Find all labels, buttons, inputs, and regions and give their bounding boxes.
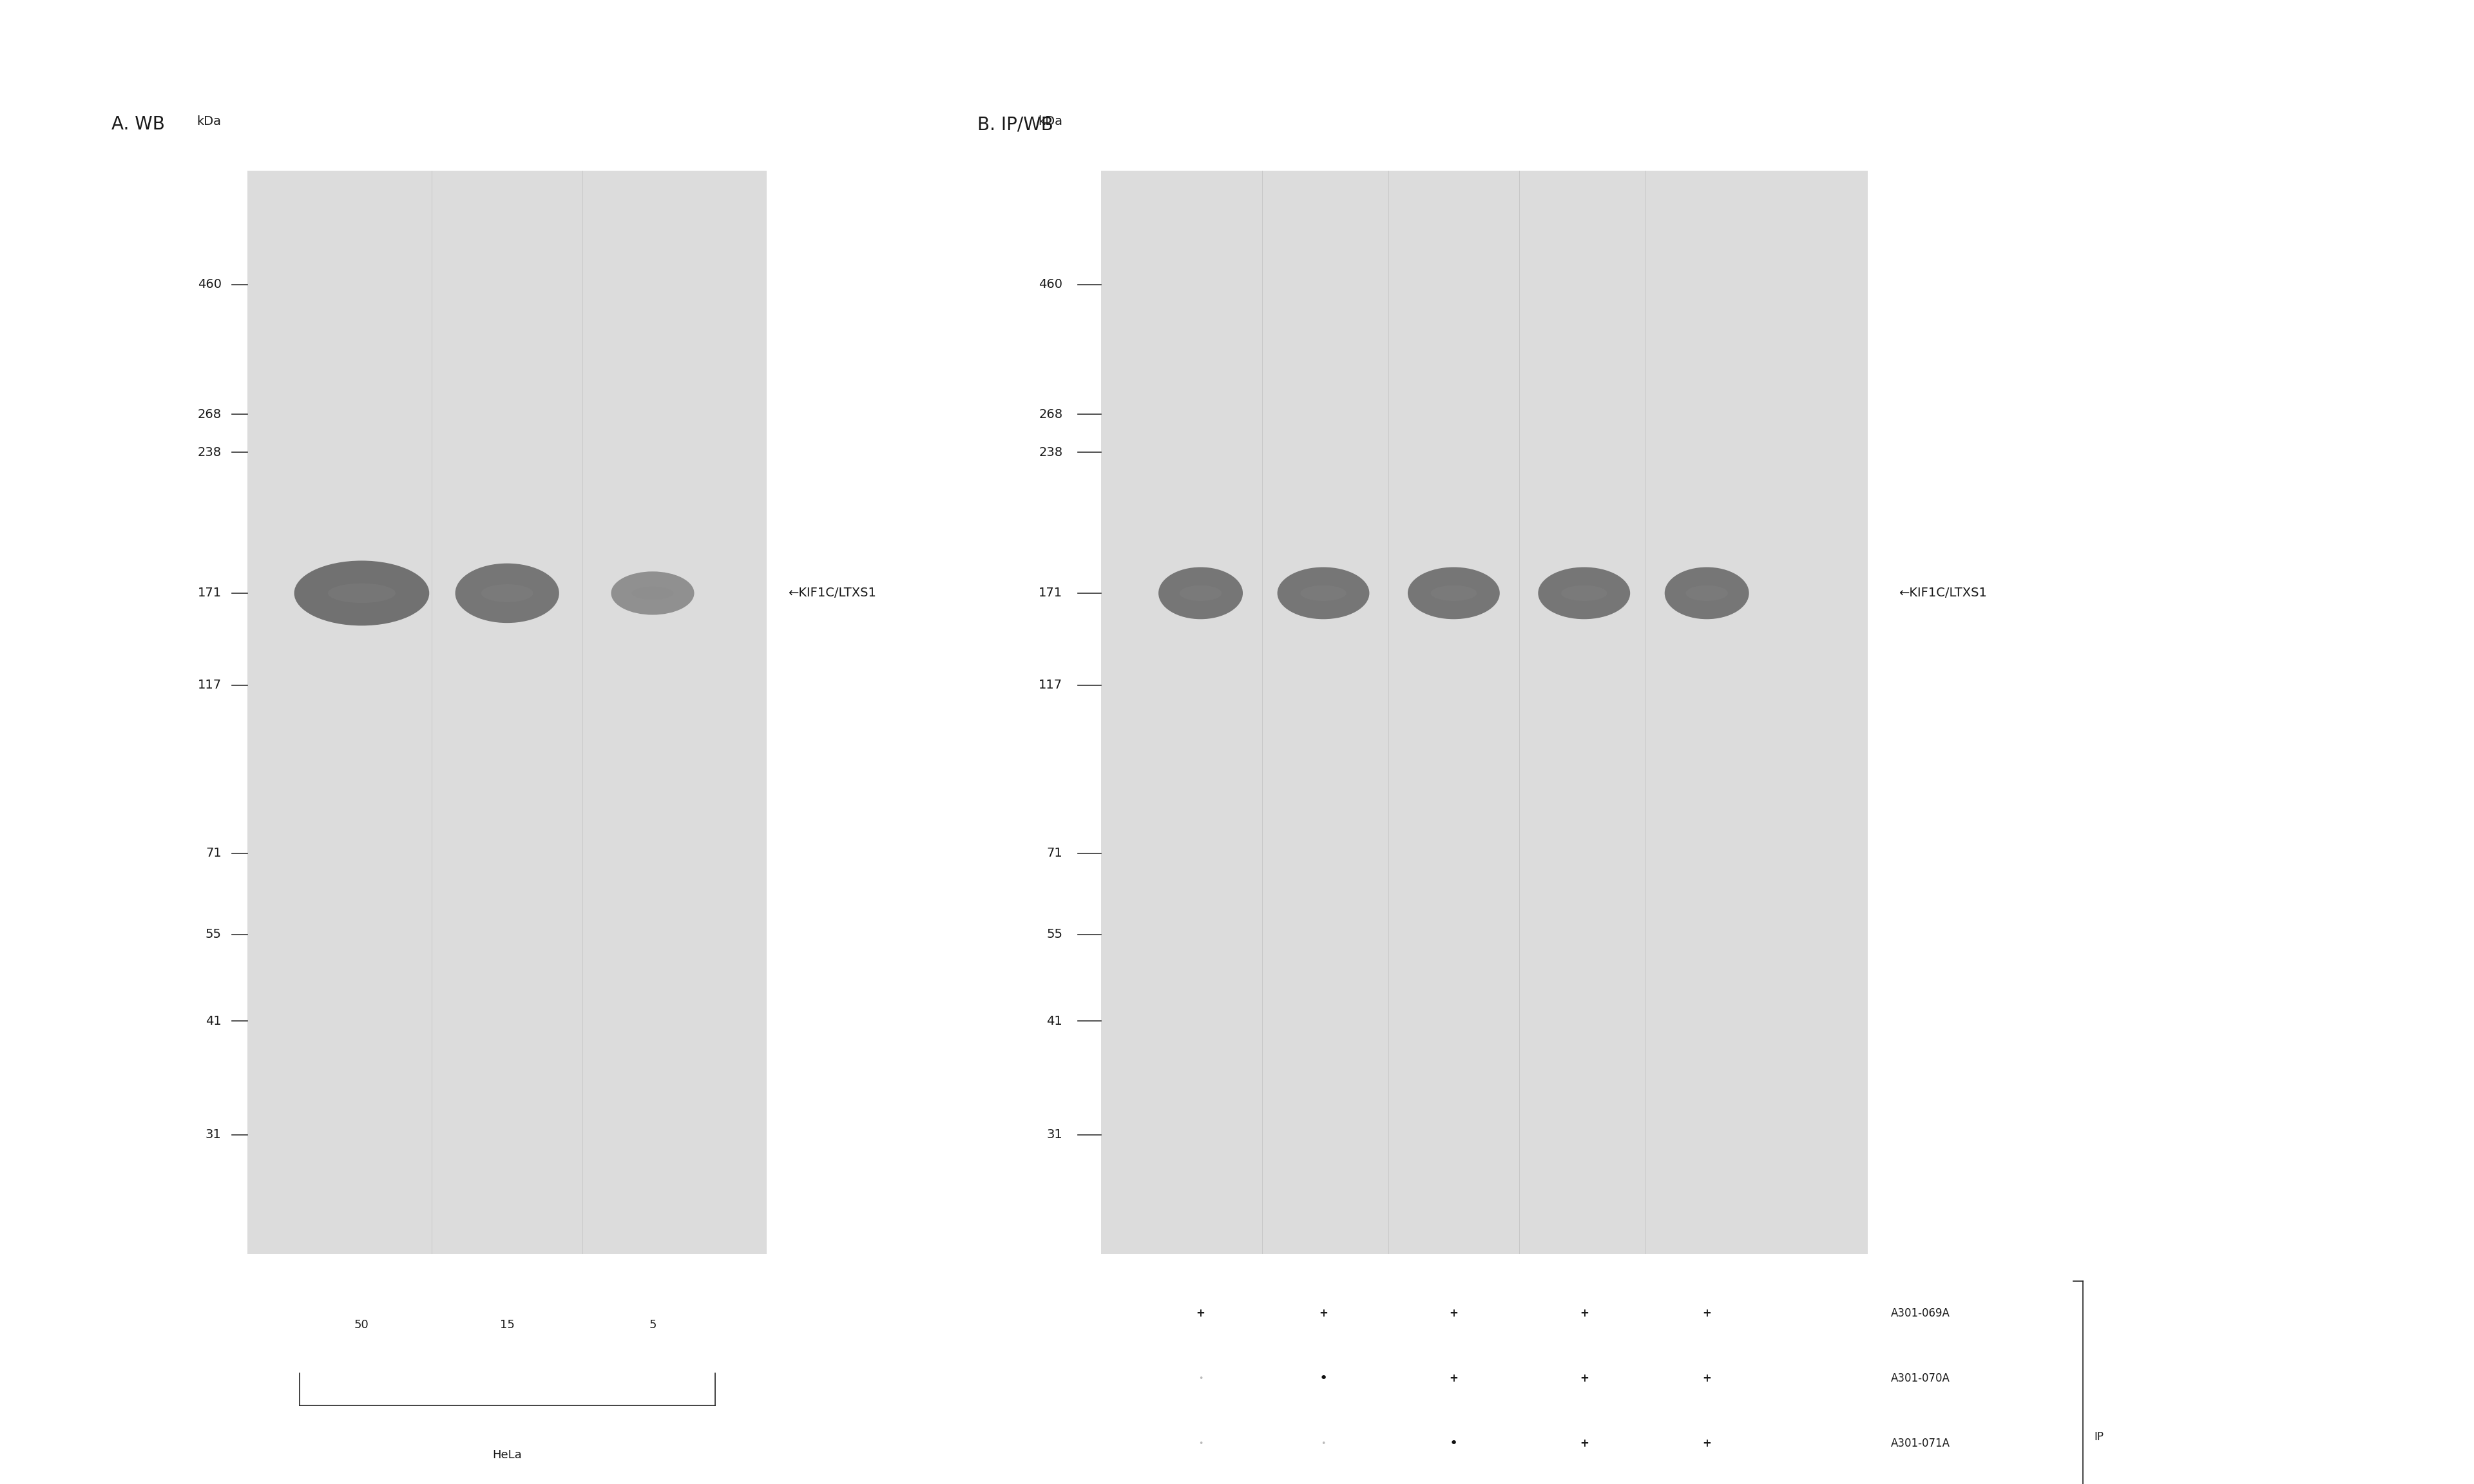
Text: •: • [1321, 1439, 1326, 1448]
Text: 41: 41 [205, 1015, 223, 1027]
Ellipse shape [1430, 585, 1477, 601]
Text: 268: 268 [198, 408, 223, 420]
Text: +: + [1702, 1373, 1712, 1385]
Text: 117: 117 [1039, 680, 1064, 692]
Text: +: + [1450, 1307, 1457, 1319]
Ellipse shape [1665, 567, 1749, 619]
Text: ←KIF1C/LTXS1: ←KIF1C/LTXS1 [1898, 588, 1987, 600]
Ellipse shape [1158, 567, 1242, 619]
Text: A301-069A: A301-069A [1890, 1307, 1950, 1319]
Text: kDa: kDa [198, 116, 223, 128]
Text: +: + [1450, 1373, 1457, 1385]
Ellipse shape [1561, 585, 1608, 601]
Text: 460: 460 [1039, 279, 1064, 291]
Text: 31: 31 [1047, 1129, 1064, 1141]
Text: •: • [1450, 1437, 1457, 1450]
Text: 71: 71 [1047, 847, 1064, 859]
Text: 171: 171 [198, 588, 223, 600]
Ellipse shape [455, 564, 559, 623]
Text: 238: 238 [198, 447, 223, 459]
Text: B. IP/WB: B. IP/WB [977, 116, 1054, 134]
Ellipse shape [1301, 585, 1346, 601]
Text: 5: 5 [648, 1319, 656, 1331]
Text: A301-071A: A301-071A [1890, 1438, 1950, 1450]
Ellipse shape [480, 585, 534, 603]
Text: +: + [1702, 1438, 1712, 1450]
Text: 55: 55 [205, 929, 223, 941]
Text: A301-070A: A301-070A [1890, 1373, 1950, 1385]
Text: 171: 171 [1039, 588, 1064, 600]
Text: +: + [1578, 1373, 1588, 1385]
Text: 50: 50 [354, 1319, 369, 1331]
Text: +: + [1319, 1307, 1329, 1319]
Text: 117: 117 [198, 680, 223, 692]
Text: 55: 55 [1047, 929, 1064, 941]
Ellipse shape [1685, 585, 1727, 601]
Text: •: • [1319, 1373, 1329, 1385]
Ellipse shape [329, 583, 396, 603]
Text: •: • [1197, 1374, 1202, 1383]
Text: kDa: kDa [1039, 116, 1064, 128]
Text: •: • [1197, 1439, 1202, 1448]
Text: 31: 31 [205, 1129, 223, 1141]
Ellipse shape [1539, 567, 1630, 619]
Text: +: + [1578, 1307, 1588, 1319]
Text: 15: 15 [500, 1319, 515, 1331]
Ellipse shape [1408, 567, 1499, 619]
Text: 460: 460 [198, 279, 223, 291]
Text: 238: 238 [1039, 447, 1064, 459]
Text: A. WB: A. WB [111, 116, 166, 134]
Text: ←KIF1C/LTXS1: ←KIF1C/LTXS1 [787, 588, 876, 600]
Text: 41: 41 [1047, 1015, 1064, 1027]
Text: 71: 71 [205, 847, 223, 859]
Ellipse shape [631, 586, 673, 600]
Ellipse shape [611, 571, 695, 614]
Ellipse shape [294, 561, 430, 626]
Text: IP: IP [2093, 1431, 2103, 1442]
Ellipse shape [1277, 567, 1371, 619]
Text: +: + [1702, 1307, 1712, 1319]
Text: HeLa: HeLa [492, 1448, 522, 1460]
Text: 268: 268 [1039, 408, 1064, 420]
Text: +: + [1578, 1438, 1588, 1450]
Ellipse shape [1180, 585, 1222, 601]
Text: +: + [1195, 1307, 1205, 1319]
